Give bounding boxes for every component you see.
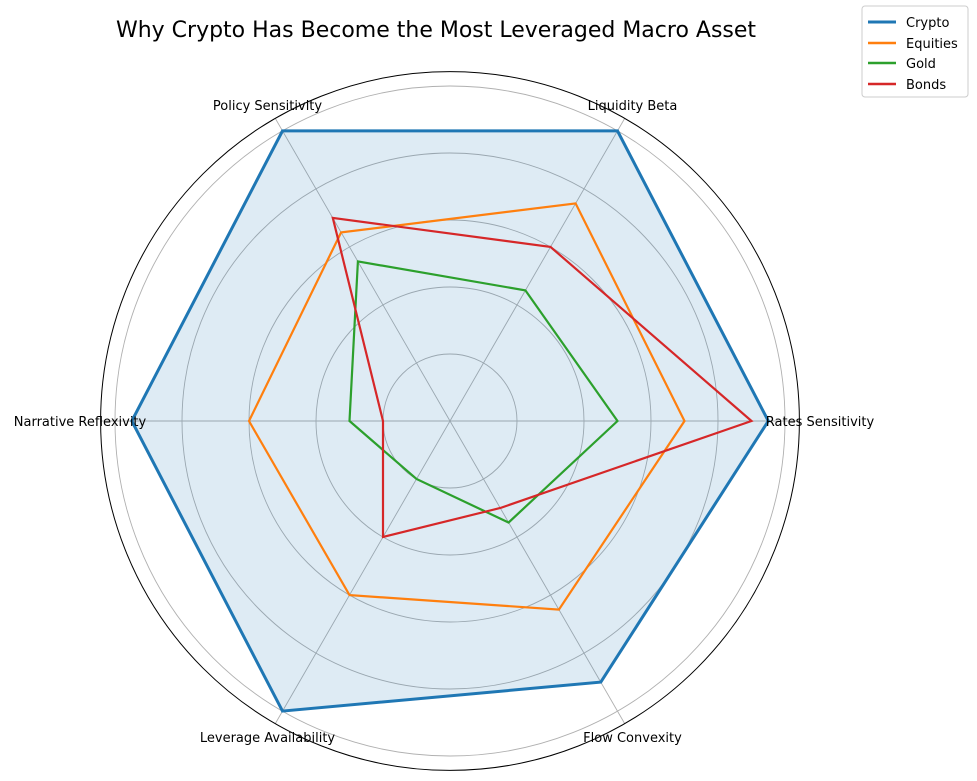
legend-item-equities: Equities — [868, 37, 958, 52]
series-fill-crypto — [131, 130, 769, 712]
legend-item-crypto: Crypto — [868, 16, 949, 31]
axis-label-flow-convexity: Flow Convexity — [583, 731, 682, 746]
series-line-crypto — [130, 129, 771, 713]
grid-spoke — [449, 420, 626, 724]
legend-label-gold: Gold — [906, 57, 936, 72]
legend-label-equities: Equities — [906, 37, 958, 52]
legend-label-bonds: Bonds — [906, 78, 946, 93]
series-line-equities — [247, 202, 686, 611]
legend-item-bonds: Bonds — [868, 78, 946, 93]
legend: Crypto Equities Gold Bonds — [861, 5, 969, 98]
grid-spoke — [274, 420, 451, 724]
legend-item-gold: Gold — [868, 57, 936, 72]
series-line-gold — [348, 260, 619, 524]
axis-label-leverage-availability: Leverage Availability — [200, 731, 336, 746]
polar-grid — [100, 71, 800, 771]
axis-label-liquidity-beta: Liquidity Beta — [588, 99, 678, 114]
axis-label-policy-sensitivity: Policy Sensitivity — [213, 99, 323, 114]
grid-spoke — [449, 118, 626, 422]
series-line-bonds — [331, 216, 754, 539]
axis-labels: Rates Sensitivity Liquidity Beta Policy Se… — [14, 99, 875, 746]
legend-frame — [861, 5, 969, 98]
axis-label-narrative-reflexivity: Narrative Reflexivity — [14, 415, 147, 430]
polar-spine — [100, 71, 800, 771]
axis-label-rates-sensitivity: Rates Sensitivity — [766, 415, 875, 430]
grid-spoke — [274, 118, 451, 422]
chart-title: Why Crypto Has Become the Most Leveraged… — [116, 18, 756, 43]
legend-label-crypto: Crypto — [906, 16, 949, 31]
data-series — [130, 129, 771, 713]
